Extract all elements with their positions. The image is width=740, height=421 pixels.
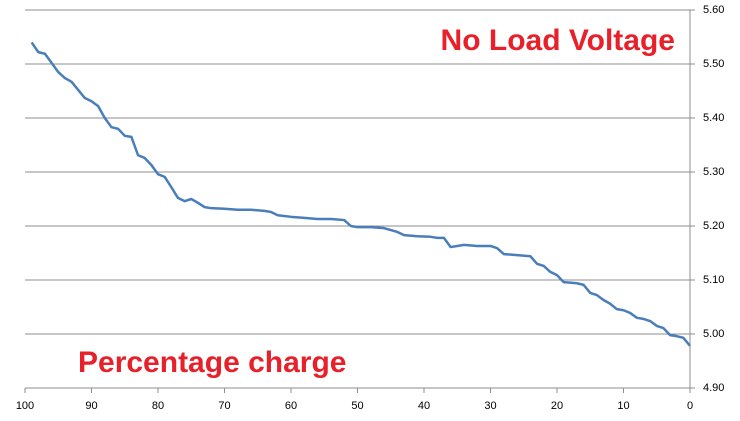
x-tick-label: 50 [351, 400, 363, 412]
x-tick-label: 20 [551, 400, 563, 412]
y-tick-label: 5.30 [703, 166, 724, 178]
x-tick-label: 30 [484, 400, 496, 412]
y-tick-label: 5.20 [703, 220, 724, 232]
x-tick-label: 0 [687, 400, 693, 412]
y-tick-label: 5.60 [703, 4, 724, 16]
y-tick-label: 4.90 [703, 382, 724, 394]
x-tick-label: 10 [617, 400, 629, 412]
data-line [30, 41, 691, 347]
x-tick-label: 80 [152, 400, 164, 412]
y-tick-label: 5.40 [703, 112, 724, 124]
x-tick-label: 70 [218, 400, 230, 412]
annotation: No Load Voltage [441, 24, 675, 57]
annotation: Percentage charge [78, 346, 346, 379]
x-tick-label: 40 [418, 400, 430, 412]
y-tick-label: 5.10 [703, 274, 724, 286]
x-tick-label: 60 [285, 400, 297, 412]
y-tick-label: 5.00 [703, 328, 724, 340]
x-tick-label: 90 [85, 400, 97, 412]
x-tick-label: 100 [16, 400, 34, 412]
y-tick-label: 5.50 [703, 58, 724, 70]
